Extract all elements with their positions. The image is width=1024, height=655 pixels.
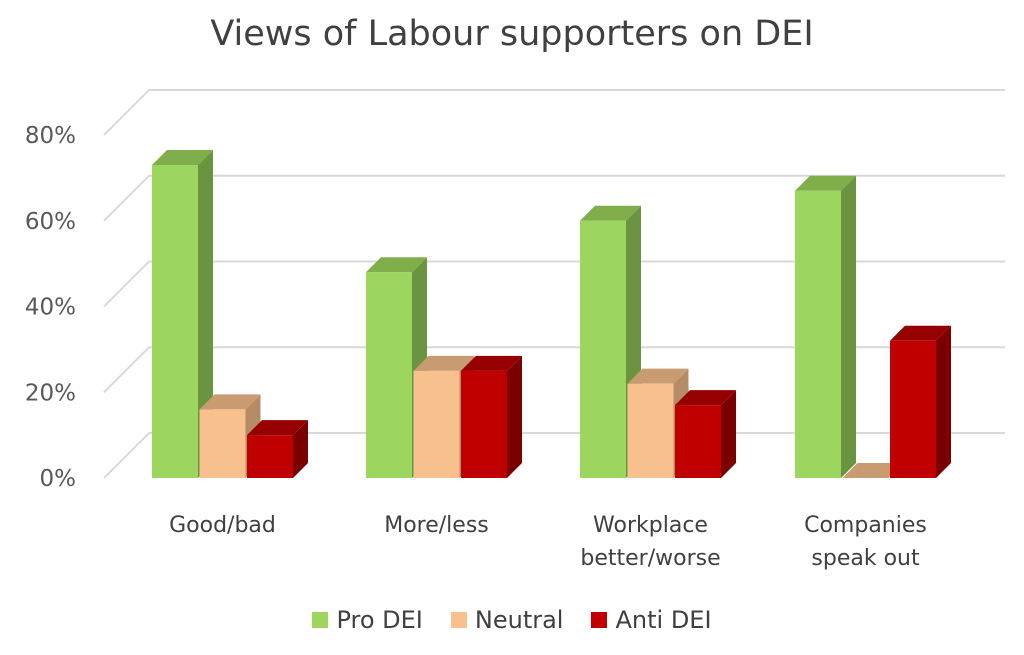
bar-side <box>293 420 308 478</box>
bar-pro-dei-1 <box>152 150 213 478</box>
bar-top <box>461 355 522 371</box>
legend-item-pro-dei: Pro DEI <box>312 606 423 634</box>
bar-top <box>413 355 475 371</box>
y-tick-label: 80% <box>25 123 76 149</box>
gridline <box>103 89 1005 136</box>
bar-front <box>580 220 626 478</box>
bar-chart: 0% 20% 40% 60% 80% Good/bad More/less Workplac… <box>25 89 1005 571</box>
bar-front <box>890 340 936 478</box>
y-tick-label: 60% <box>25 209 76 235</box>
bar-top <box>675 390 736 406</box>
bar-top <box>890 325 951 341</box>
bar-top <box>247 420 308 436</box>
bar-front <box>199 409 246 478</box>
bar-top <box>795 175 856 191</box>
bar-front <box>627 383 674 478</box>
y-axis-ticks: 0% 20% 40% 60% 80% <box>25 123 76 492</box>
bar-pro-dei-4 <box>795 175 856 479</box>
bar-side <box>198 150 213 478</box>
bar-anti-dei-2 <box>461 355 522 478</box>
bar-anti-dei-1 <box>247 420 308 478</box>
y-tick-label: 40% <box>25 295 76 321</box>
x-category-label: More/less <box>384 513 489 538</box>
gridline <box>103 260 1005 308</box>
x-category-label: Companies <box>804 513 927 538</box>
bar-front <box>152 165 198 478</box>
bar-front <box>413 370 460 478</box>
legend-label-pro-dei: Pro DEI <box>336 606 423 634</box>
legend: Pro DEI Neutral Anti DEI <box>0 606 1024 634</box>
bar-neutral-4 <box>842 463 904 478</box>
bar-front <box>366 272 412 478</box>
bar-anti-dei-4 <box>890 325 951 478</box>
bar-front <box>795 190 841 479</box>
bar-top <box>627 368 689 384</box>
legend-label-anti-dei: Anti DEI <box>615 606 712 634</box>
bar-top <box>199 394 261 410</box>
legend-swatch-anti-dei <box>591 612 608 628</box>
x-category-label: speak out <box>811 546 920 571</box>
gridline <box>103 174 1005 222</box>
bar-side <box>721 390 736 478</box>
legend-item-anti-dei: Anti DEI <box>591 606 712 634</box>
bar-front <box>247 435 293 478</box>
bar-front <box>461 370 507 478</box>
bar-top <box>366 257 427 273</box>
bar-top <box>152 150 213 166</box>
legend-label-neutral: Neutral <box>474 606 564 634</box>
bar-side <box>507 355 522 478</box>
x-category-label: Good/bad <box>169 513 276 538</box>
bar-anti-dei-3 <box>675 390 736 478</box>
y-tick-label: 20% <box>25 380 76 406</box>
y-tick-label: 0% <box>40 466 77 492</box>
bars <box>152 150 951 479</box>
chart-title: Views of Labour supporters on DEI <box>210 14 814 54</box>
gridline <box>103 346 1005 393</box>
legend-swatch-pro-dei <box>312 612 329 628</box>
x-category-label: better/worse <box>580 546 720 571</box>
legend-swatch-neutral <box>450 612 467 628</box>
legend-item-neutral: Neutral <box>450 606 564 634</box>
bar-side <box>841 175 856 479</box>
bar-top <box>580 205 641 221</box>
x-axis-labels: Good/bad More/less Workplace better/worse Co… <box>169 513 927 571</box>
bar-side <box>936 325 951 478</box>
x-category-label: Workplace <box>593 513 708 538</box>
bar-front <box>675 405 721 478</box>
bar-top <box>842 463 904 478</box>
